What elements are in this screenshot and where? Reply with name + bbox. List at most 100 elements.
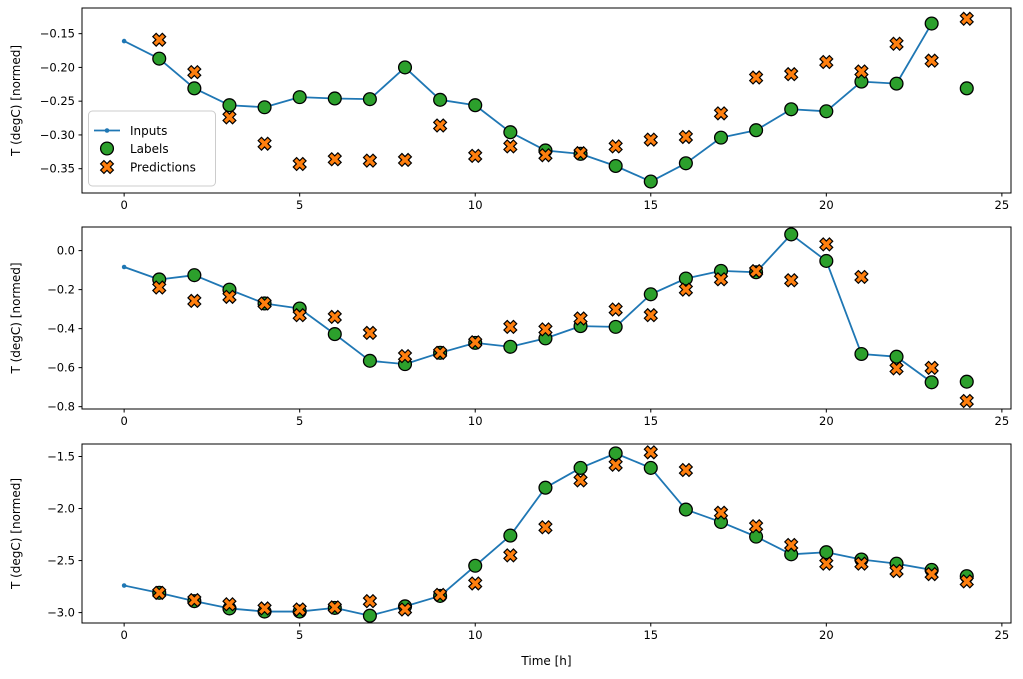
labels-point-marker xyxy=(187,81,202,96)
inputs-line xyxy=(123,23,933,183)
predictions-point-marker xyxy=(924,566,939,582)
predictions-point-marker xyxy=(748,518,764,534)
x-tick-label: 25 xyxy=(995,198,1010,212)
labels-point-marker xyxy=(152,51,167,66)
predictions-point-marker xyxy=(643,307,659,323)
labels-point-marker xyxy=(608,158,623,174)
labels-point-marker xyxy=(327,91,342,106)
y-tick-label: −0.25 xyxy=(40,94,75,108)
labels-point-marker xyxy=(257,100,272,115)
predictions-point-marker xyxy=(362,593,378,609)
predictions-point-marker xyxy=(397,348,413,364)
predictions-point-marker xyxy=(959,574,975,589)
labels-point-marker xyxy=(573,460,588,475)
labels-point-marker xyxy=(678,156,693,171)
labels-point-marker xyxy=(819,253,834,268)
labels-point-marker xyxy=(678,502,693,517)
predictions-point-marker xyxy=(748,70,764,85)
predictions-point-marker xyxy=(257,296,272,311)
predictions-point-marker xyxy=(783,66,799,82)
y-tick-label: −3.0 xyxy=(47,606,75,620)
predictions-point-marker xyxy=(924,53,939,68)
predictions-point-marker xyxy=(678,462,694,478)
predictions-point-marker xyxy=(713,106,729,121)
labels-point-marker xyxy=(678,271,693,286)
y-tick-label: −1.5 xyxy=(47,449,75,463)
labels-point-marker xyxy=(503,528,518,543)
predictions-point-marker xyxy=(222,110,237,125)
predictions-point-marker xyxy=(538,147,553,163)
predictions-point-marker xyxy=(819,54,834,70)
labels-point-marker xyxy=(608,319,623,334)
labels-point-marker xyxy=(924,16,939,31)
labels-point-marker xyxy=(327,327,342,342)
x-tick-label: 15 xyxy=(643,628,658,642)
predictions-point-marker xyxy=(854,64,869,79)
predictions-point-marker xyxy=(643,445,659,460)
legend: Inputs Labels Predictions xyxy=(88,110,216,187)
y-tick-label: −0.30 xyxy=(40,128,75,142)
legend-labels-swatch xyxy=(99,141,115,156)
predictions-point-marker xyxy=(503,548,518,563)
y-tick-label: −2.0 xyxy=(47,502,75,516)
subplot-bottom: 0 5 10 15 20 25 −1.5 −2.0 −2.5 −3.0 T (degC) [norm… xyxy=(9,443,1012,668)
predictions-point-marker xyxy=(924,360,939,376)
x-tick-label: 0 xyxy=(120,198,127,212)
labels-point-marker xyxy=(643,460,658,475)
labels-point-marker xyxy=(889,349,904,364)
subplot-middle: 0 5 10 15 20 25 0.0 −0.2 −0.4 −0.6 −0.8 T (degC) [n… xyxy=(9,226,1012,428)
labels-point-marker xyxy=(468,98,483,113)
y-tick-label: −0.35 xyxy=(40,162,75,176)
labels-point-marker xyxy=(397,60,413,75)
x-tick-label: 5 xyxy=(296,414,303,428)
axes-frame xyxy=(81,226,1012,410)
inputs-line xyxy=(123,452,932,617)
labels-point-marker xyxy=(222,98,237,113)
legend-inputs-dot-swatch xyxy=(104,128,110,133)
labels-point-marker xyxy=(784,227,799,242)
labels-point-marker xyxy=(749,529,764,544)
y-tick-label: −0.20 xyxy=(40,60,75,74)
predictions-point-marker xyxy=(678,282,694,297)
predictions-point-marker xyxy=(819,556,834,571)
predictions-point-marker xyxy=(889,361,904,376)
predictions-point-marker xyxy=(327,151,343,167)
labels-point-marker xyxy=(643,287,658,302)
predictions-point-marker xyxy=(187,293,202,309)
x-tick-label: 25 xyxy=(995,414,1010,428)
labels-point-marker xyxy=(362,353,377,368)
labels-point-marker xyxy=(854,346,869,362)
predictions-point-marker xyxy=(608,302,623,317)
labels-point-marker xyxy=(819,545,834,560)
y-tick-label: −2.5 xyxy=(47,554,75,568)
legend-label-predictions: Predictions xyxy=(130,161,196,175)
legend-label-inputs: Inputs xyxy=(130,124,167,138)
x-tick-label: 25 xyxy=(995,628,1010,642)
predictions-point-marker xyxy=(187,592,202,608)
x-axis-label: Time [h] xyxy=(520,654,571,668)
y-tick-label: −0.4 xyxy=(47,322,75,336)
labels-point-marker xyxy=(713,130,729,145)
predictions-point-marker xyxy=(187,64,202,80)
axes-frame xyxy=(81,443,1012,624)
labels-point-marker xyxy=(959,81,974,96)
predictions-point-marker xyxy=(608,457,623,473)
x-tick-label: 0 xyxy=(120,628,127,642)
y-tick-label: 0.0 xyxy=(57,244,75,258)
predictions-point-marker xyxy=(538,322,553,337)
labels-point-marker xyxy=(643,174,658,189)
predictions-point-marker xyxy=(713,272,729,287)
x-tick-label: 0 xyxy=(120,414,127,428)
labels-point-marker xyxy=(503,339,518,354)
x-tick-label: 10 xyxy=(468,198,483,212)
x-tick-label: 20 xyxy=(819,414,834,428)
y-tick-label: −0.8 xyxy=(47,400,75,414)
predictions-point-marker xyxy=(678,129,694,145)
legend-label-labels: Labels xyxy=(130,142,169,156)
predictions-point-marker xyxy=(397,602,413,617)
labels-point-marker xyxy=(362,608,377,623)
labels-point-marker xyxy=(924,375,939,390)
predictions-point-marker xyxy=(327,309,343,325)
predictions-point-marker xyxy=(397,152,413,168)
